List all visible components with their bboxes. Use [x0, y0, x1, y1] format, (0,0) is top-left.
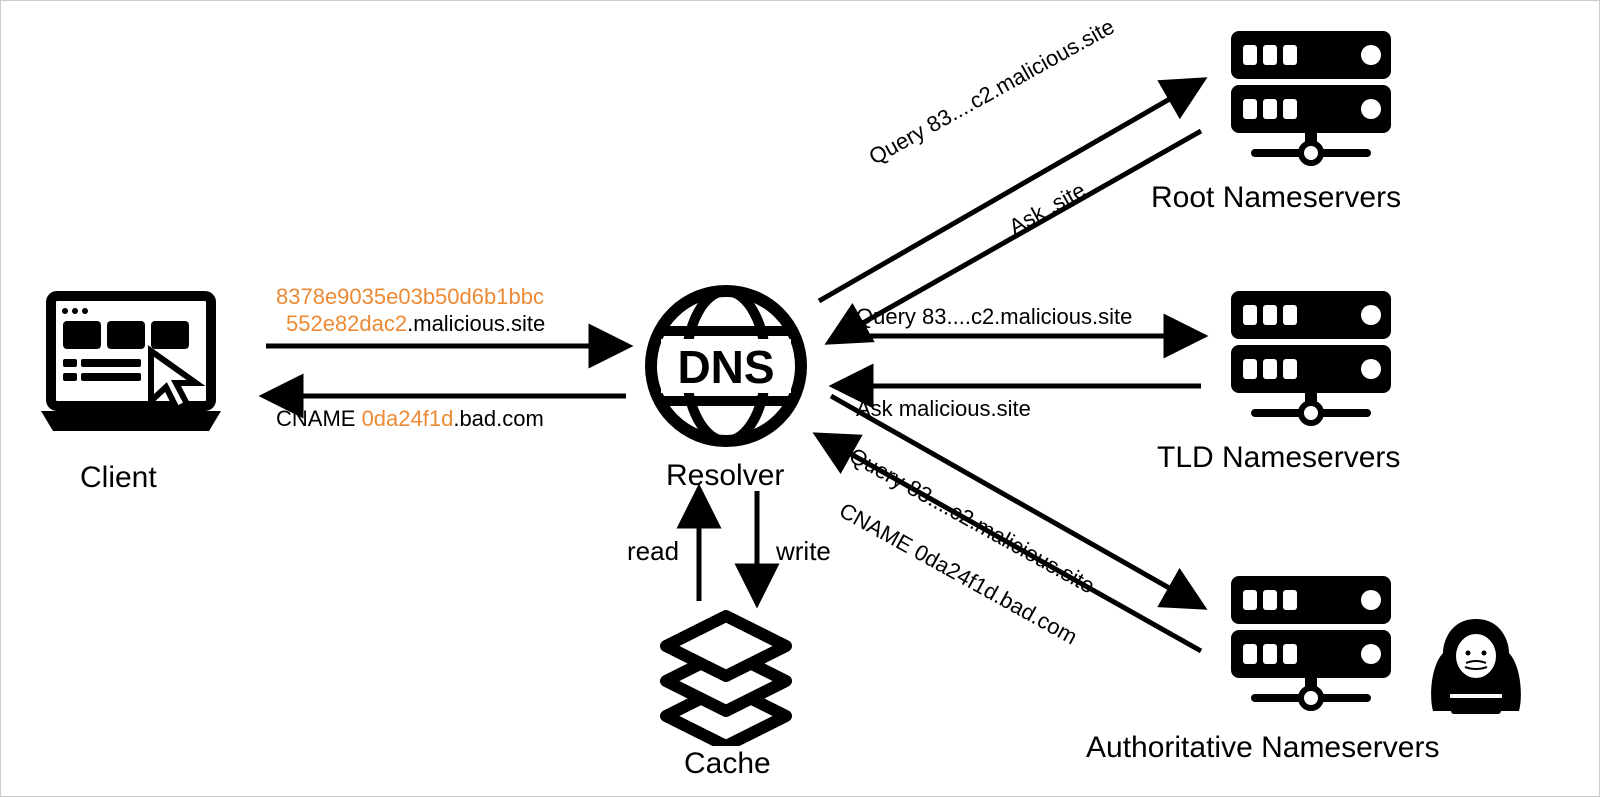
client-to-resolver-line2: 552e82dac2.malicious.site: [286, 311, 545, 337]
root-server-icon: [1221, 21, 1401, 176]
root-to-resolver-label: Ask .site: [1005, 177, 1090, 240]
client-to-resolver-line1: 8378e9035e03b50d6b1bbc: [276, 284, 544, 310]
resolver-to-root-label: Query 83....c2.malicious.site: [865, 14, 1119, 171]
read-label: read: [627, 536, 679, 567]
tld-label: TLD Nameservers: [1157, 441, 1400, 475]
dns-diagram: DNS: [0, 0, 1600, 797]
cache-label: Cache: [684, 747, 771, 781]
write-label: write: [776, 536, 831, 567]
auth-server-icon: [1221, 566, 1401, 721]
hacker-icon: [1421, 611, 1531, 726]
resolver-to-tld-label: Query 83....c2.malicious.site: [856, 304, 1132, 330]
resolver-label: Resolver: [666, 459, 784, 493]
cache-icon: [651, 606, 801, 751]
resolver-to-client-label: CNAME 0da24f1d.bad.com: [276, 406, 544, 432]
dns-globe-icon: DNS: [641, 281, 811, 456]
client-label: Client: [80, 461, 157, 495]
client-icon: [31, 291, 231, 456]
auth-label: Authoritative Nameservers: [1086, 731, 1439, 765]
tld-server-icon: [1221, 281, 1401, 436]
dns-badge-text: DNS: [677, 341, 774, 393]
root-label: Root Nameservers: [1151, 181, 1401, 215]
tld-to-resolver-label: Ask malicious.site: [856, 396, 1031, 422]
